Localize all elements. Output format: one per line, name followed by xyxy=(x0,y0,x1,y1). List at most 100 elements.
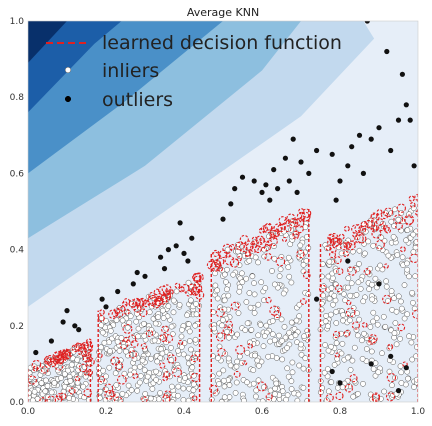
outlier-point xyxy=(368,136,374,142)
outlier-point xyxy=(158,254,164,260)
inlier-point xyxy=(214,287,221,294)
decision-contour xyxy=(235,241,245,251)
decision-contour xyxy=(43,356,53,365)
decision-contour xyxy=(164,334,174,343)
inlier-point xyxy=(101,339,108,346)
inlier-point xyxy=(273,380,280,387)
decision-contour xyxy=(361,322,368,328)
decision-contour xyxy=(222,326,233,336)
decision-contour xyxy=(209,384,219,394)
legend-label: outliers xyxy=(102,89,173,111)
plot-frame xyxy=(27,20,419,403)
inlier-point xyxy=(189,364,196,371)
inlier-point xyxy=(192,322,199,329)
inlier-point xyxy=(371,338,377,345)
decision-contour xyxy=(40,365,49,374)
decision-contour xyxy=(338,233,345,240)
inlier-point xyxy=(247,304,254,311)
inlier-point xyxy=(293,317,300,324)
inlier-point xyxy=(149,386,156,392)
inlier-point xyxy=(296,301,303,308)
decision-contour xyxy=(55,393,63,400)
inlier-point xyxy=(28,389,32,396)
outlier-point xyxy=(286,178,292,184)
inlier-point xyxy=(405,375,411,382)
decision-contour xyxy=(296,211,306,221)
inlier-point xyxy=(234,331,241,338)
inlier-point xyxy=(282,334,289,341)
inlier-point xyxy=(357,285,364,292)
inlier-point xyxy=(116,363,122,370)
inlier-point xyxy=(74,357,81,363)
inlier-point xyxy=(182,375,188,381)
decision-contour xyxy=(122,323,133,334)
inlier-point xyxy=(244,379,250,386)
decision-contour xyxy=(265,296,272,304)
outlier-point xyxy=(298,159,304,165)
decision-contour xyxy=(344,243,351,249)
inlier-point xyxy=(370,366,377,372)
decision-contour xyxy=(123,308,130,315)
inlier-point xyxy=(269,318,276,324)
outlier-point xyxy=(407,117,413,123)
inlier-point xyxy=(294,397,301,402)
inlier-point xyxy=(285,264,292,271)
outlier-point xyxy=(388,147,394,154)
inlier-point xyxy=(401,315,408,322)
decision-contour xyxy=(342,250,350,258)
decision-contour xyxy=(122,298,131,306)
y-tick-label: 1.0 xyxy=(10,17,25,27)
outlier-point xyxy=(267,197,273,203)
inlier-point xyxy=(375,369,382,376)
inlier-point xyxy=(251,291,258,298)
decision-contour xyxy=(330,246,337,254)
inlier-point xyxy=(285,254,292,261)
inlier-point xyxy=(98,344,104,351)
decision-contour xyxy=(267,236,278,247)
decision-contour xyxy=(138,297,147,307)
decision-contour xyxy=(381,211,389,220)
decision-contour xyxy=(343,330,351,337)
decision-contour xyxy=(354,224,364,234)
inlier-point xyxy=(383,283,390,290)
inlier-point xyxy=(61,371,68,377)
inlier-point xyxy=(390,233,397,240)
decision-contour xyxy=(360,221,369,230)
decision-contour xyxy=(45,357,52,364)
decision-contour xyxy=(97,315,105,322)
inlier-point xyxy=(349,357,356,364)
inlier-point xyxy=(180,385,187,392)
inlier-point xyxy=(388,218,395,225)
inlier-point xyxy=(330,301,336,308)
inlier-point xyxy=(252,352,258,359)
inlier-point xyxy=(333,268,339,275)
inlier-point xyxy=(119,390,126,397)
decision-contour xyxy=(159,362,166,369)
inlier-point xyxy=(155,314,161,320)
legend: learned decision function inliers outliers xyxy=(46,32,342,111)
outlier-point xyxy=(134,269,140,276)
decision-contour xyxy=(233,370,241,378)
x-tick-label: 1.0 xyxy=(411,407,426,417)
inlier-point xyxy=(289,359,296,366)
inlier-point xyxy=(212,282,219,289)
legend-label: inliers xyxy=(102,60,159,82)
inlier-point xyxy=(214,295,221,302)
inlier-point xyxy=(295,391,302,398)
inlier-point xyxy=(380,313,387,320)
inlier-point xyxy=(175,347,181,354)
decision-contour xyxy=(350,240,356,246)
inlier-point xyxy=(178,333,185,340)
inlier-point xyxy=(398,380,405,386)
inlier-point xyxy=(404,311,411,318)
inlier-point xyxy=(354,332,361,339)
inlier-point xyxy=(389,382,395,389)
inlier-point xyxy=(81,394,88,401)
inlier-point xyxy=(322,318,329,325)
decision-contour xyxy=(371,393,381,402)
inlier-point xyxy=(44,383,51,389)
outlier-point xyxy=(290,136,296,142)
inlier-point xyxy=(230,271,237,278)
inlier-point xyxy=(173,288,180,295)
x-tick-label: 0.0 xyxy=(21,407,36,417)
